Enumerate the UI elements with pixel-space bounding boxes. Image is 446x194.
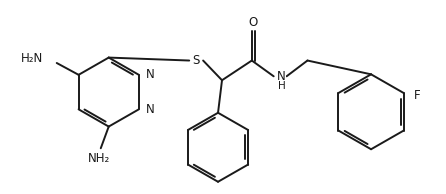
Text: O: O (248, 16, 257, 29)
Text: H: H (278, 81, 285, 91)
Text: NH₂: NH₂ (88, 152, 110, 165)
Text: F: F (414, 88, 420, 101)
Text: H₂N: H₂N (21, 52, 43, 65)
Text: N: N (277, 70, 286, 83)
Text: N: N (146, 68, 155, 81)
Text: S: S (193, 54, 200, 67)
Text: N: N (146, 103, 155, 116)
